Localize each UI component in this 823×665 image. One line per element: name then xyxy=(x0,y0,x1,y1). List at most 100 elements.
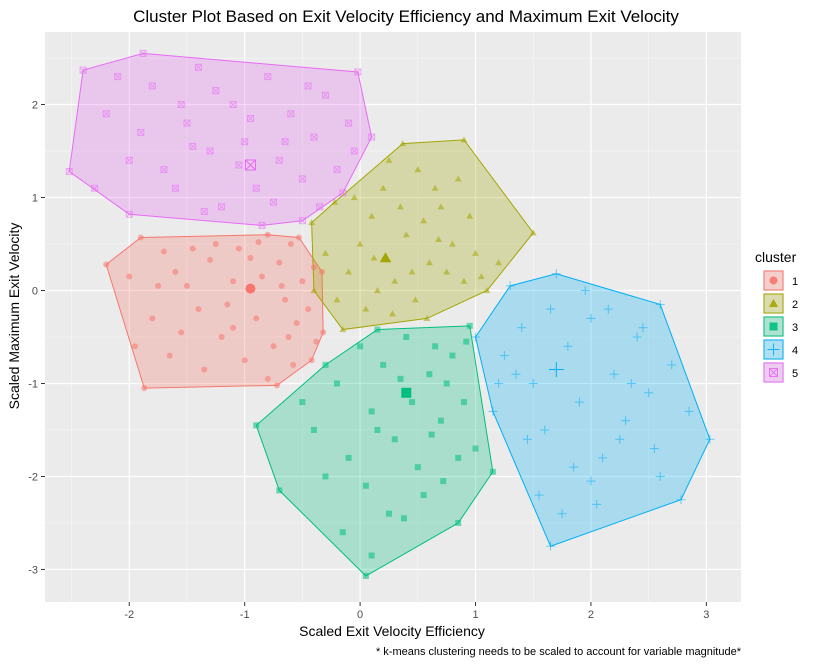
cluster-4-point xyxy=(488,406,498,416)
cluster-3-point xyxy=(362,482,369,489)
cluster-3-point xyxy=(426,371,433,378)
cluster-2-point xyxy=(495,259,503,266)
cluster-1-point-shape xyxy=(295,234,302,241)
cluster-5-point-box xyxy=(241,138,249,146)
legend-marker-4 xyxy=(767,343,780,356)
cluster-2-point-shape xyxy=(322,249,329,256)
cluster-5-point xyxy=(321,91,329,99)
cluster-1-point-shape xyxy=(155,282,162,289)
cluster-3-point xyxy=(414,464,421,471)
cluster-5-point-box xyxy=(125,210,133,218)
cluster-3-point xyxy=(368,408,375,415)
cluster-4-point xyxy=(597,453,607,463)
cluster-2-point-shape xyxy=(483,287,491,294)
cluster-3-point xyxy=(362,572,369,579)
cluster-4-point xyxy=(540,425,550,435)
cluster-5-point-box xyxy=(304,82,312,90)
cluster-2-point-shape xyxy=(397,203,404,210)
cluster-1-point-shape xyxy=(103,261,110,268)
legend-label-2: 2 xyxy=(792,299,798,311)
cluster-3-point-shape xyxy=(420,492,427,499)
cluster-1-point-shape xyxy=(235,245,242,252)
cluster-5-point-box xyxy=(79,66,87,74)
cluster-5-point-diag2 xyxy=(137,129,145,136)
cluster-5-point xyxy=(200,207,208,215)
cluster-3-point xyxy=(334,380,341,387)
cluster-4-point xyxy=(655,299,665,309)
cluster-5-point xyxy=(241,138,249,146)
cluster-1-centroid-shape xyxy=(245,283,256,294)
cluster-5-point-diag2 xyxy=(310,133,318,141)
cluster-5-point xyxy=(287,110,295,118)
cluster-2-point-shape xyxy=(460,277,468,284)
cluster-2-point xyxy=(322,249,329,256)
cluster-5-point-diag2 xyxy=(258,222,266,229)
cluster-1-point xyxy=(212,241,219,248)
cluster-4-centroid xyxy=(548,362,564,378)
y-tick-label: -3 xyxy=(28,564,38,576)
cluster-3-point xyxy=(472,445,479,452)
cluster-3-point-shape xyxy=(432,343,439,350)
cluster-5-point-diag2 xyxy=(299,217,306,225)
legend-marker-5-box xyxy=(769,368,778,377)
cluster-1-centroid xyxy=(245,283,256,294)
cluster-5-point-box xyxy=(200,207,208,215)
cluster-5-point xyxy=(125,156,133,164)
cluster-3-point-shape xyxy=(368,552,375,559)
cluster-2-point xyxy=(472,249,479,256)
cluster-1-point-shape xyxy=(166,352,173,359)
cluster-5-point-diag2 xyxy=(235,161,243,169)
cluster-3-point-shape xyxy=(400,515,407,522)
cluster-1-point xyxy=(247,254,254,261)
cluster-5-point xyxy=(148,82,156,90)
cluster-5-point-diag2 xyxy=(304,82,312,90)
cluster-2-point-shape xyxy=(379,184,387,191)
cluster-1-point-shape xyxy=(276,259,283,266)
cluster-5-point-diag2 xyxy=(299,175,306,183)
cluster-5-point-diag2 xyxy=(206,147,214,155)
cluster-1-point-shape xyxy=(282,296,289,303)
cluster-2-point xyxy=(431,184,439,191)
cluster-5-point-diag2 xyxy=(212,87,220,94)
cluster-3-centroid-shape xyxy=(401,387,412,398)
cluster-5-point-box xyxy=(333,166,341,174)
cluster-5-point-diag2 xyxy=(247,115,254,122)
cluster-5-point-box xyxy=(235,161,243,169)
cluster-2-point xyxy=(477,273,485,280)
cluster-4-point xyxy=(609,369,619,379)
cluster-2-point-shape xyxy=(414,166,422,173)
cluster-1-point-shape xyxy=(132,343,139,350)
cluster-2-point-shape xyxy=(399,140,407,147)
legend-label-1: 1 xyxy=(792,276,798,288)
cluster-5-point-box xyxy=(258,221,266,229)
cluster-1-point xyxy=(313,338,320,345)
cluster-1-point-shape xyxy=(305,306,312,313)
cluster-5-point xyxy=(65,167,73,175)
cluster-3-point-shape xyxy=(455,519,462,526)
cluster-4-point xyxy=(546,304,556,314)
cluster-1-point-shape xyxy=(264,375,271,382)
cluster-2-point xyxy=(423,314,431,321)
x-tick-label: 1 xyxy=(472,609,478,621)
cluster-5-point xyxy=(258,221,266,229)
cluster-3-point-shape xyxy=(357,343,364,350)
cluster-1-point xyxy=(241,357,248,364)
cluster-2-point xyxy=(420,217,428,224)
cluster-3-point xyxy=(409,399,416,406)
cluster-2-point xyxy=(437,203,445,210)
cluster-1-point xyxy=(201,366,208,373)
cluster-1-point xyxy=(319,268,326,275)
cluster-3-point-shape xyxy=(385,510,392,517)
cluster-5-point-box xyxy=(298,175,306,183)
cluster-2-point xyxy=(350,194,358,201)
cluster-2-point-shape xyxy=(345,268,353,275)
cluster-1-point-shape xyxy=(258,273,265,280)
cluster-3-point-shape xyxy=(440,478,447,485)
x-tick-label: 3 xyxy=(703,609,709,621)
cluster-2-point xyxy=(402,231,410,238)
cluster-3-point xyxy=(460,399,467,406)
cluster-1-point-shape xyxy=(189,245,196,252)
cluster-5-point-box xyxy=(345,119,353,127)
legend-label-5: 5 xyxy=(792,368,798,380)
